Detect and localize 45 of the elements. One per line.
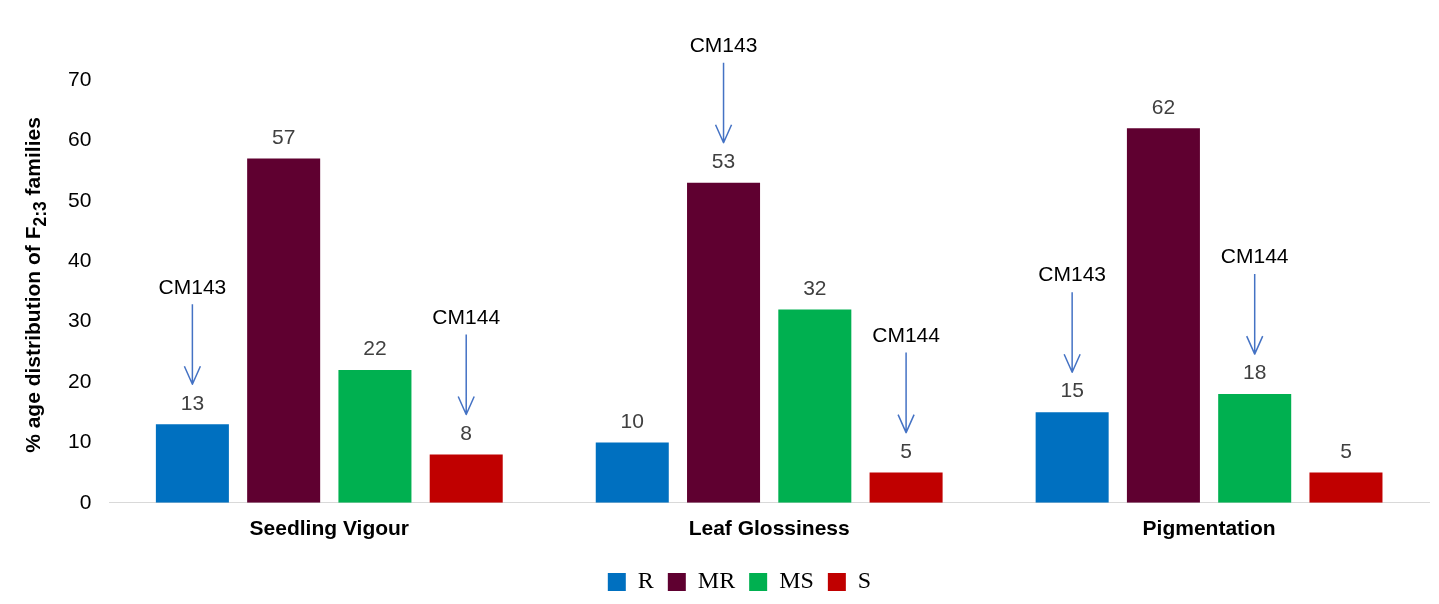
bar	[687, 182, 761, 503]
bar	[429, 454, 503, 503]
data-label: 15	[1060, 378, 1084, 402]
bar	[595, 442, 669, 503]
data-label: 8	[460, 420, 473, 444]
legend-label: MR	[697, 567, 736, 594]
legend-label: MS	[779, 567, 814, 594]
y-tick-label: 20	[68, 368, 92, 392]
data-label: 53	[711, 148, 736, 172]
legend-label: S	[857, 567, 872, 594]
bar	[247, 158, 321, 503]
annotation: CM144	[1220, 244, 1289, 268]
legend-label: R	[637, 567, 654, 594]
y-tick-label: 60	[68, 127, 92, 151]
data-label: 57	[271, 124, 296, 148]
annotation: CM144	[432, 304, 501, 328]
x-tick-label: Pigmentation	[1142, 516, 1276, 540]
bar	[869, 472, 943, 503]
data-label: 5	[900, 438, 912, 462]
data-label: 22	[363, 336, 387, 360]
bar	[778, 309, 852, 503]
x-tick-label: Seedling Vigour	[249, 516, 410, 540]
bar	[1218, 394, 1292, 503]
annotation: CM143	[158, 274, 227, 298]
y-tick-label: 0	[79, 489, 92, 513]
bar	[155, 424, 229, 503]
y-tick-label: 50	[68, 187, 92, 211]
text: CM143	[689, 32, 758, 56]
y-tick-label: 70	[68, 66, 92, 90]
bar	[1309, 472, 1383, 503]
data-label: 62	[1151, 94, 1176, 118]
data-label: 18	[1243, 360, 1267, 384]
y-tick-label: 30	[68, 308, 92, 332]
annotation: CM144	[872, 322, 941, 346]
bar	[1126, 128, 1200, 503]
y-tick-label: 40	[68, 248, 92, 271]
data-label: 13	[180, 390, 205, 414]
x-tick-label: Leaf Glossiness	[688, 516, 850, 540]
y-tick-label: 10	[68, 429, 92, 453]
annotation: CM143	[1038, 262, 1106, 286]
data-label: 10	[620, 408, 644, 432]
bar	[1035, 412, 1109, 503]
data-label: 32	[803, 275, 827, 299]
bar	[338, 369, 412, 503]
data-label: 5	[1340, 438, 1352, 462]
